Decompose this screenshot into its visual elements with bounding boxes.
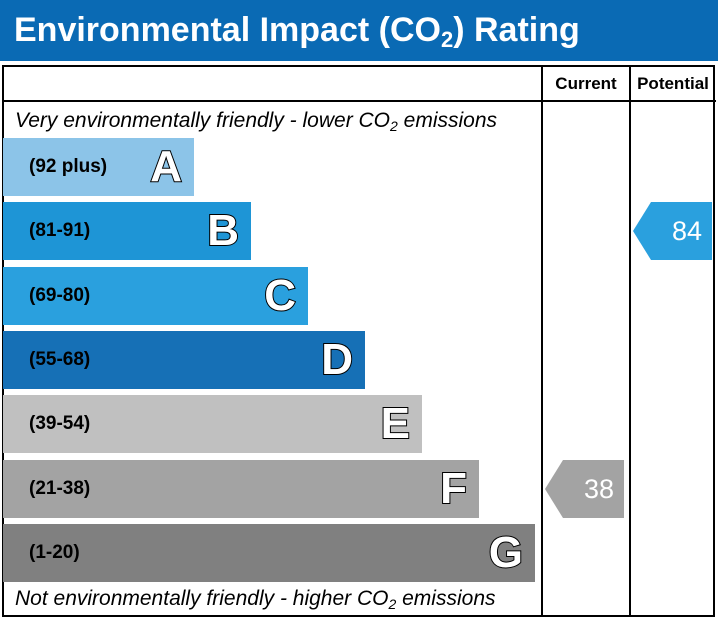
band-range-label: (55-68): [29, 349, 91, 370]
potential-rating-value: 84: [671, 216, 702, 246]
band-range-label: (92 plus): [29, 156, 108, 177]
potential-column-header: Potential: [637, 74, 709, 93]
band-letter: A: [149, 141, 183, 192]
band-d: (55-68) D: [3, 331, 365, 389]
band-range-label: (69-80): [29, 285, 91, 306]
band-a: (92 plus) A: [3, 138, 194, 196]
band-range-label: (39-54): [29, 413, 91, 434]
band-letter: C: [263, 270, 297, 321]
band-c: (69-80) C: [3, 267, 308, 325]
header-bar: [0, 0, 718, 61]
band-f: (21-38) F: [3, 460, 479, 518]
current-rating-value: 38: [583, 474, 614, 504]
band-e: (39-54) E: [3, 395, 422, 453]
potential-rating-arrow: 84: [633, 202, 712, 260]
band-letter: D: [320, 334, 354, 385]
current-column-header: Current: [555, 74, 617, 93]
bottom-caption: Not environmentally friendly - higher CO…: [15, 587, 496, 612]
band-letter: F: [439, 463, 468, 514]
band-letter: B: [206, 205, 240, 256]
top-caption: Very environmentally friendly - lower CO…: [15, 109, 498, 134]
band-b: (81-91) B: [3, 202, 251, 260]
band-letter: E: [380, 398, 411, 449]
band-range-label: (1-20): [29, 542, 80, 563]
potential-column-divider: [629, 65, 631, 617]
page-title: Environmental Impact (CO2) Rating: [14, 11, 580, 52]
band-letter: G: [488, 527, 524, 578]
band-range-label: (81-91): [29, 220, 91, 241]
current-rating-arrow: 38: [545, 460, 624, 518]
band-g: (1-20) G: [3, 524, 535, 582]
current-column-divider: [541, 65, 543, 617]
current-arrow-shape: [545, 460, 624, 518]
header-divider: [2, 100, 716, 102]
potential-arrow-shape: [633, 202, 712, 260]
band-range-label: (21-38): [29, 478, 91, 499]
